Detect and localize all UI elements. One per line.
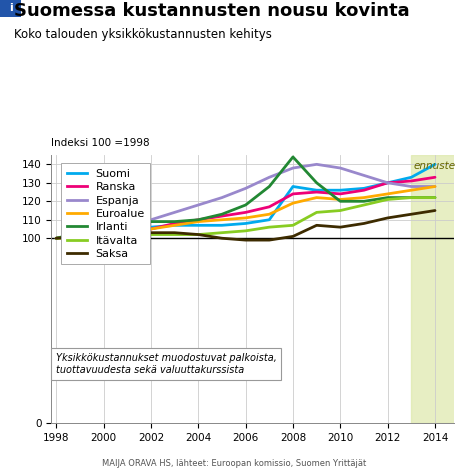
Text: Yksikkökustannukset muodostuvat palkoista,
tuottavuudesta sekä valuuttakurssista: Yksikkökustannukset muodostuvat palkoist… xyxy=(56,353,277,375)
Bar xyxy=(411,155,468,423)
Text: Suomessa kustannusten nousu kovinta: Suomessa kustannusten nousu kovinta xyxy=(14,2,410,20)
Text: i: i xyxy=(8,3,13,14)
Legend: Suomi, Ranska, Espanja, Euroalue, Irlanti, Itävalta, Saksa: Suomi, Ranska, Espanja, Euroalue, Irlant… xyxy=(61,164,150,265)
Text: Indeksi 100 =1998: Indeksi 100 =1998 xyxy=(51,138,150,148)
Text: MAIJA ORAVA HS, lähteet: Euroopan komissio, Suomen Yrittäjät: MAIJA ORAVA HS, lähteet: Euroopan komiss… xyxy=(102,459,366,468)
Text: ennuste: ennuste xyxy=(414,161,456,171)
Text: Koko talouden yksikkökustannusten kehitys: Koko talouden yksikkökustannusten kehity… xyxy=(14,28,272,41)
